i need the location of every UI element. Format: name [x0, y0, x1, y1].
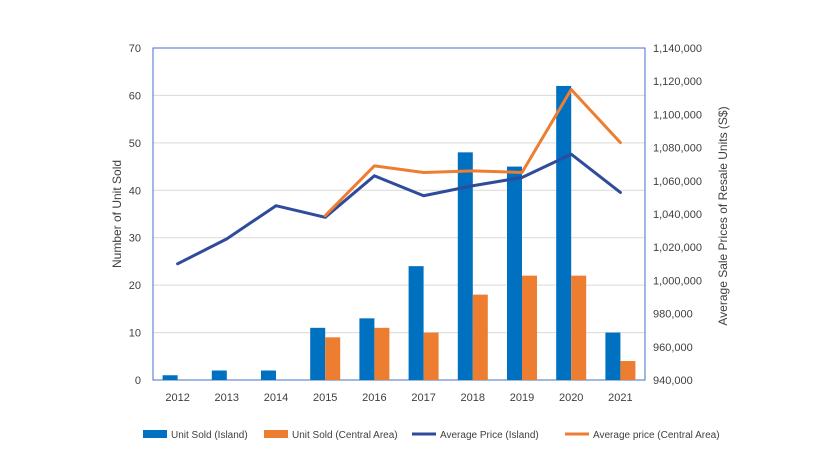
left-axis-tick-label: 20 [129, 280, 141, 292]
right-axis-ticks: 940,000 960,000 980,000 1,000,000 1,020,000 1… [653, 43, 702, 387]
right-axis-tick-label: 1,100,000 [653, 109, 702, 121]
right-axis-title: Average Sale Prices of Resale Units (S$) [716, 106, 730, 325]
bar [261, 370, 276, 380]
x-axis-tick-label: 2021 [608, 392, 632, 404]
legend-bar-swatch [143, 430, 167, 438]
bar [162, 375, 178, 380]
right-axis-tick-label: 1,080,000 [653, 143, 702, 155]
right-axis-tick-label: 1,060,000 [653, 176, 702, 188]
bar [620, 361, 636, 380]
x-axis-ticks: 2012 2013 2014 2015 2016 2017 2018 2019 2020 2021 [165, 392, 632, 404]
bar [374, 327, 390, 380]
bar [472, 294, 488, 380]
legend-label: Average Price (Island) [440, 430, 539, 441]
left-axis-tick-label: 70 [129, 43, 141, 55]
bar [325, 337, 341, 380]
bar [310, 327, 326, 380]
right-axis-tick-label: 1,140,000 [653, 43, 702, 55]
legend-bar-swatch [264, 430, 288, 438]
left-axis-tick-label: 60 [129, 90, 141, 102]
x-axis-tick-label: 2016 [362, 392, 386, 404]
legend-label: Average price (Central Area) [593, 430, 720, 441]
legend: Unit Sold (Island) Unit Sold (Central Are… [143, 430, 720, 441]
left-axis-ticks: 0 10 20 30 40 50 60 70 [129, 43, 141, 387]
x-axis-tick-label: 2014 [264, 392, 288, 404]
plot-area-border [152, 47, 646, 381]
bar [571, 275, 587, 380]
x-axis-tick-label: 2015 [313, 392, 337, 404]
bar [408, 266, 424, 380]
x-axis-tick-label: 2012 [165, 392, 189, 404]
x-axis-tick-label: 2018 [461, 392, 485, 404]
right-axis-tick-label: 960,000 [653, 342, 693, 354]
right-axis-tick-label: 1,000,000 [653, 275, 702, 287]
x-axis-tick-label: 2013 [215, 392, 239, 404]
x-axis-tick-label: 2019 [510, 392, 534, 404]
bar [507, 166, 522, 380]
bar-series [162, 85, 636, 380]
right-axis-tick-label: 940,000 [653, 375, 693, 387]
left-axis-title: Number of Unit Sold [110, 160, 124, 268]
bar [605, 332, 621, 380]
x-axis-tick-label: 2020 [559, 392, 583, 404]
series-line [323, 88, 622, 218]
bar [423, 332, 439, 380]
left-axis-tick-label: 0 [135, 375, 141, 387]
series-line [176, 152, 622, 266]
bar [211, 370, 227, 380]
legend-label: Unit Sold (Central Area) [292, 430, 398, 441]
left-axis-tick-label: 10 [129, 328, 141, 340]
right-axis-tick-label: 1,040,000 [653, 209, 702, 221]
bar [359, 318, 375, 380]
left-axis-tick-label: 50 [129, 138, 141, 150]
bar [556, 85, 572, 380]
right-axis-tick-label: 1,120,000 [653, 76, 702, 88]
right-axis-tick-label: 980,000 [653, 309, 693, 321]
right-axis-tick-label: 1,020,000 [653, 242, 702, 254]
bar [457, 152, 473, 380]
x-axis-tick-label: 2017 [411, 392, 435, 404]
left-axis-tick-label: 40 [129, 185, 141, 197]
left-axis-tick-label: 30 [129, 233, 141, 245]
legend-label: Unit Sold (Island) [171, 430, 248, 441]
bar [522, 275, 537, 380]
line-series [176, 88, 622, 266]
